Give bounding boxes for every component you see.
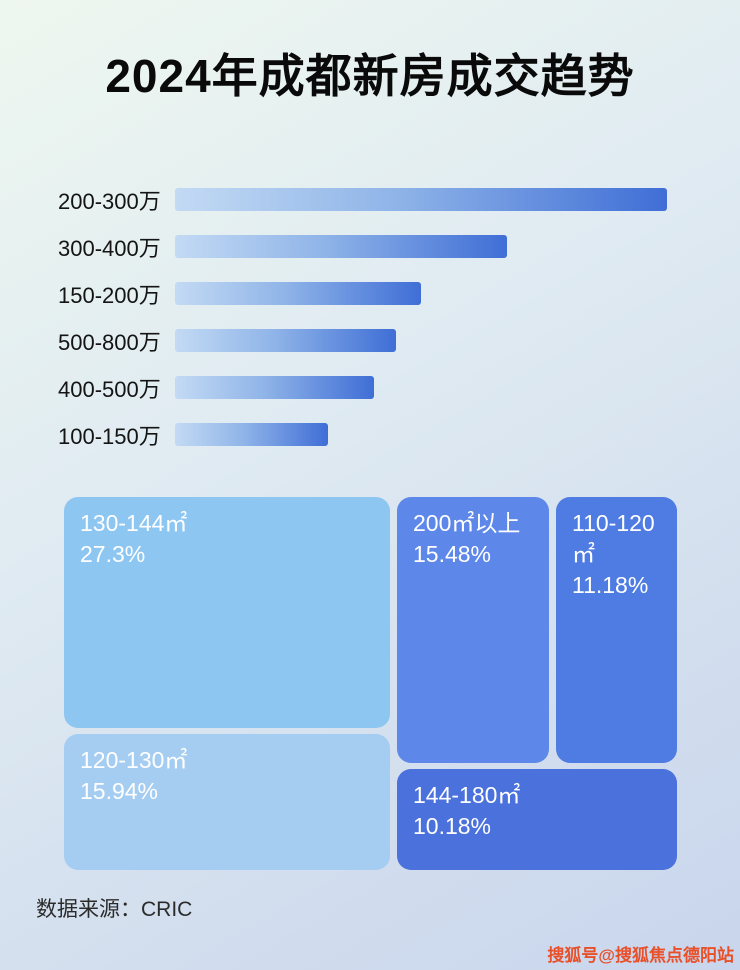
bar-track — [175, 423, 667, 446]
bar-fill — [175, 188, 667, 211]
bar-fill — [175, 423, 328, 446]
treemap-block-110-120: 110-120㎡ 11.18% — [556, 497, 677, 763]
bar-label: 400-500万 — [58, 376, 161, 402]
bar-track — [175, 188, 667, 211]
bar-track — [175, 235, 667, 258]
bar-track — [175, 282, 667, 305]
bar-row: 150-200万 — [58, 270, 682, 317]
bar-fill — [175, 376, 375, 399]
bar-row: 100-150万 — [58, 411, 682, 458]
bar-row: 500-800万 — [58, 317, 682, 364]
block-pct: 15.94% — [80, 778, 159, 805]
treemap-block-120-130: 120-130㎡ 15.94% — [64, 734, 390, 870]
block-label: 200㎡以上 — [413, 510, 521, 536]
bar-fill — [175, 235, 508, 258]
bar-track — [175, 329, 667, 352]
block-label: 110-120㎡ — [572, 510, 655, 568]
block-label: 144-180㎡ — [413, 782, 521, 808]
bar-fill — [175, 282, 421, 305]
block-pct: 11.18% — [572, 572, 649, 599]
block-pct: 15.48% — [413, 541, 492, 568]
bar-row: 300-400万 — [58, 223, 682, 270]
watermark: 搜狐号@搜狐焦点德阳站 — [547, 946, 734, 965]
bar-label: 500-800万 — [58, 329, 161, 355]
bar-label: 100-150万 — [58, 423, 161, 449]
bar-label: 300-400万 — [58, 235, 161, 261]
block-label: 120-130㎡ — [80, 747, 188, 773]
page-title: 2024年成都新房成交趋势 — [105, 50, 635, 102]
bar-track — [175, 376, 667, 399]
block-pct: 10.18% — [413, 813, 492, 840]
treemap-block-144-180: 144-180㎡ 10.18% — [397, 769, 677, 870]
data-source: 数据来源：CRIC — [36, 898, 193, 921]
bar-chart: 200-300万 300-400万 150-200万 500-800万 400- — [58, 176, 682, 458]
treemap-block-200-plus: 200㎡以上 15.48% — [397, 497, 549, 763]
bar-label: 200-300万 — [58, 188, 161, 214]
block-pct: 27.3% — [80, 541, 146, 568]
bar-fill — [175, 329, 397, 352]
bar-row: 400-500万 — [58, 364, 682, 411]
bar-label: 150-200万 — [58, 282, 161, 308]
treemap-chart: 130-144㎡ 27.3% 200㎡以上 15.48% 110-120㎡ 11… — [64, 497, 677, 870]
treemap-block-130-144: 130-144㎡ 27.3% — [64, 497, 390, 728]
bar-row: 200-300万 — [58, 176, 682, 223]
block-label: 130-144㎡ — [80, 510, 188, 536]
